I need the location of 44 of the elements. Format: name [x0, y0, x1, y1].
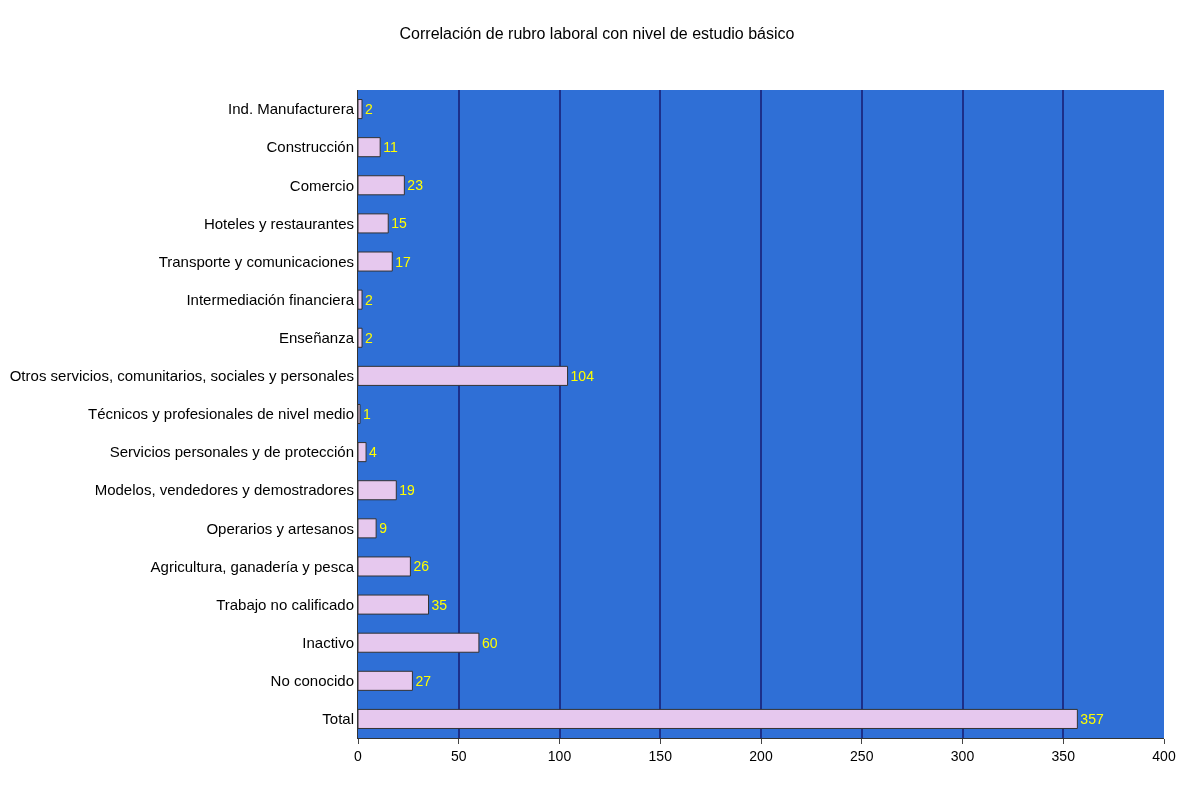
data-label: 4	[369, 444, 378, 461]
x-tick-label: 50	[450, 747, 467, 764]
x-tick-label: 150	[648, 747, 673, 764]
y-tick-label: Intermediación financiera	[186, 290, 355, 308]
y-tick-label: Ind. Manufacturera	[228, 100, 355, 118]
data-label: 19	[399, 482, 416, 499]
data-label: 9	[379, 520, 388, 537]
y-tick-label: Enseñanza	[278, 329, 355, 347]
y-tick-label: No conocido	[270, 672, 354, 690]
y-tick-label: Agricultura, ganadería y pesca	[150, 557, 355, 575]
y-tick-label: Servicios personales y de protección	[109, 443, 354, 461]
data-label: 2	[365, 291, 374, 308]
y-tick-label: Técnicos y profesionales de nivel medio	[88, 405, 354, 423]
data-label: 35	[431, 596, 448, 613]
data-label: 1	[363, 406, 372, 422]
y-tick-label: Hoteles y restaurantes	[203, 214, 354, 232]
y-tick-label: Construcción	[266, 138, 354, 156]
data-label: 17	[395, 253, 412, 270]
data-label: 26	[413, 558, 430, 575]
data-label: 23	[407, 177, 424, 194]
y-tick-label: Otros servicios, comunitarios, sociales y personales	[9, 367, 354, 385]
data-label: 2	[365, 329, 374, 346]
y-tick-label: Total	[322, 710, 354, 728]
data-label: 2	[365, 101, 374, 118]
y-tick-label: Modelos, vendedores y demostradores	[94, 481, 354, 499]
x-tick-label: 200	[749, 747, 773, 764]
data-label: 357	[1080, 710, 1104, 727]
y-tick-label: Inactivo	[302, 633, 354, 651]
x-tick-label: 0	[354, 747, 363, 764]
data-label: 11	[383, 139, 398, 156]
x-tick-label: 100	[547, 747, 572, 764]
x-tick-label: 300	[950, 747, 975, 764]
y-tick-label: Trabajo no calificado	[216, 595, 354, 613]
y-tick-label: Operarios y artesanos	[206, 519, 354, 537]
x-tick-label: 250	[850, 747, 874, 764]
data-label: 15	[391, 215, 408, 232]
y-tick-label: Comercio	[289, 176, 354, 194]
data-label: 104	[570, 367, 595, 384]
x-tick-label: 400	[1152, 747, 1176, 764]
x-tick-label: 350	[1051, 747, 1076, 764]
y-tick-label: Transporte y comunicaciones	[158, 252, 354, 270]
data-label: 60	[481, 634, 498, 651]
data-label: 27	[415, 672, 432, 689]
chart-title: Correlación de rubro laboral con nivel de estudio básico	[399, 24, 795, 42]
